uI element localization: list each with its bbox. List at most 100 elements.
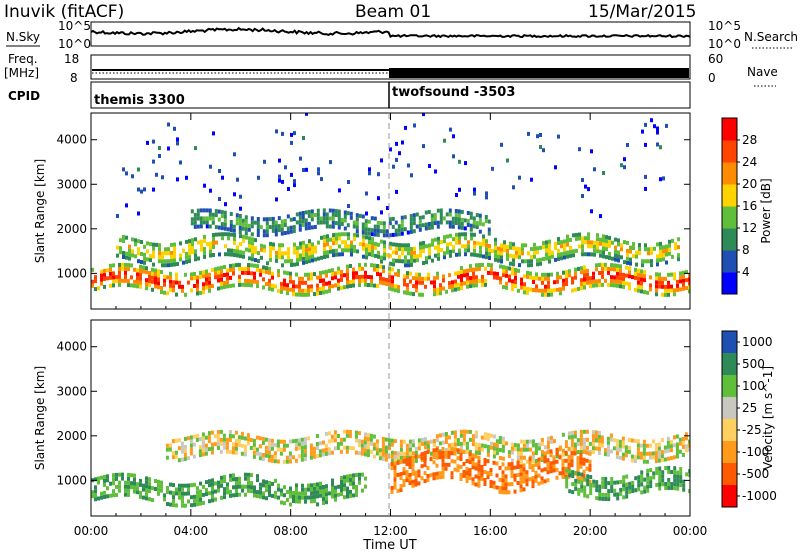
power-cell [655, 284, 658, 289]
power-cell [466, 211, 470, 215]
power-cell [649, 283, 652, 288]
velocity-cell [571, 490, 575, 495]
velocity-cell [670, 482, 674, 486]
power-cell [445, 212, 449, 217]
velocity-cell [234, 430, 238, 435]
velocity-cell [204, 443, 208, 448]
velocity-cell [261, 453, 265, 457]
power-cell [445, 289, 448, 294]
power-cell [161, 255, 164, 260]
velocity-cell [625, 494, 629, 499]
velocity-cell [465, 445, 469, 450]
power-cell [620, 163, 623, 168]
power-cell [499, 280, 502, 285]
velocity-cell [540, 450, 544, 454]
power-cell [367, 231, 371, 236]
velocity-cell [366, 453, 370, 458]
velocity-cell [414, 450, 418, 455]
power-cell [289, 271, 292, 276]
velocity-cell [591, 450, 595, 455]
velocity-cell [543, 467, 547, 472]
power-cell [590, 244, 593, 249]
power-cell [433, 292, 436, 297]
power-cell [301, 219, 305, 223]
power-cell [223, 222, 227, 227]
power-cell [280, 285, 283, 290]
power-cell [256, 221, 260, 225]
power-cell [94, 279, 97, 284]
power-cell [547, 280, 550, 285]
velocity-cell [414, 458, 418, 463]
velocity-cell [208, 479, 211, 484]
power-cell [239, 206, 242, 211]
velocity-cell [567, 454, 571, 459]
velocity-cell [337, 484, 340, 489]
power-cell [419, 253, 422, 258]
velocity-cell [615, 451, 619, 456]
velocity-cell [534, 474, 538, 479]
power-cell [161, 263, 164, 268]
velocity-cell [199, 493, 202, 498]
velocity-cell [549, 439, 553, 444]
power-cell [512, 185, 515, 190]
velocity-cell [510, 474, 514, 479]
velocity-cell [207, 439, 211, 444]
power-cell [260, 247, 263, 252]
velocity-cell [219, 429, 223, 434]
power-cell [667, 284, 670, 289]
velocity-cell [687, 447, 690, 452]
velocity-cell [208, 491, 211, 496]
velocity-cell [417, 481, 421, 486]
power-cell [211, 268, 214, 272]
power-cell [103, 276, 106, 281]
power-cell [482, 254, 485, 259]
power-cell [310, 272, 313, 277]
velocity-cell [462, 461, 466, 466]
velocity-cell [271, 481, 274, 486]
power-cell [212, 233, 215, 237]
velocity-cell [408, 473, 412, 477]
power-cell [241, 282, 244, 287]
velocity-cell [661, 474, 665, 479]
velocity-cell [238, 492, 241, 497]
power-cell [446, 246, 449, 251]
velocity-cell [667, 485, 671, 490]
power-cell [236, 253, 239, 258]
power-cell [203, 250, 206, 255]
power-cell [581, 178, 584, 182]
power-cell [340, 273, 343, 278]
velocity-cell [166, 490, 169, 494]
velocity-cell [294, 446, 298, 451]
velocity-cell [229, 489, 232, 494]
power-cell [608, 255, 611, 260]
power-cell [233, 249, 236, 253]
velocity-cell [579, 456, 583, 461]
power-cell [572, 253, 575, 258]
power-cell [659, 177, 662, 182]
power-cell [602, 254, 605, 259]
velocity-cell [288, 451, 292, 456]
velocity-cell [504, 441, 508, 446]
velocity-cell [429, 439, 433, 444]
velocity-cell [630, 454, 634, 459]
power-cell [398, 247, 401, 252]
power-cell [554, 241, 557, 246]
power-cell [269, 249, 272, 254]
power-cell [536, 258, 539, 263]
velocity-cell [568, 473, 572, 478]
power-cell [473, 191, 476, 196]
power-cell [545, 248, 548, 253]
power-cell [373, 232, 377, 237]
velocity-cell [607, 497, 611, 502]
velocity-cell [174, 438, 178, 443]
velocity-cell [301, 483, 304, 488]
velocity-cell [378, 448, 382, 453]
power-cell [358, 267, 361, 271]
velocity-cell [343, 495, 346, 500]
power-cell [475, 279, 478, 284]
power-cell [521, 243, 524, 248]
power-cell [667, 272, 670, 277]
power-cell [233, 253, 236, 257]
power-cell [463, 269, 466, 274]
power-cell [256, 225, 260, 229]
